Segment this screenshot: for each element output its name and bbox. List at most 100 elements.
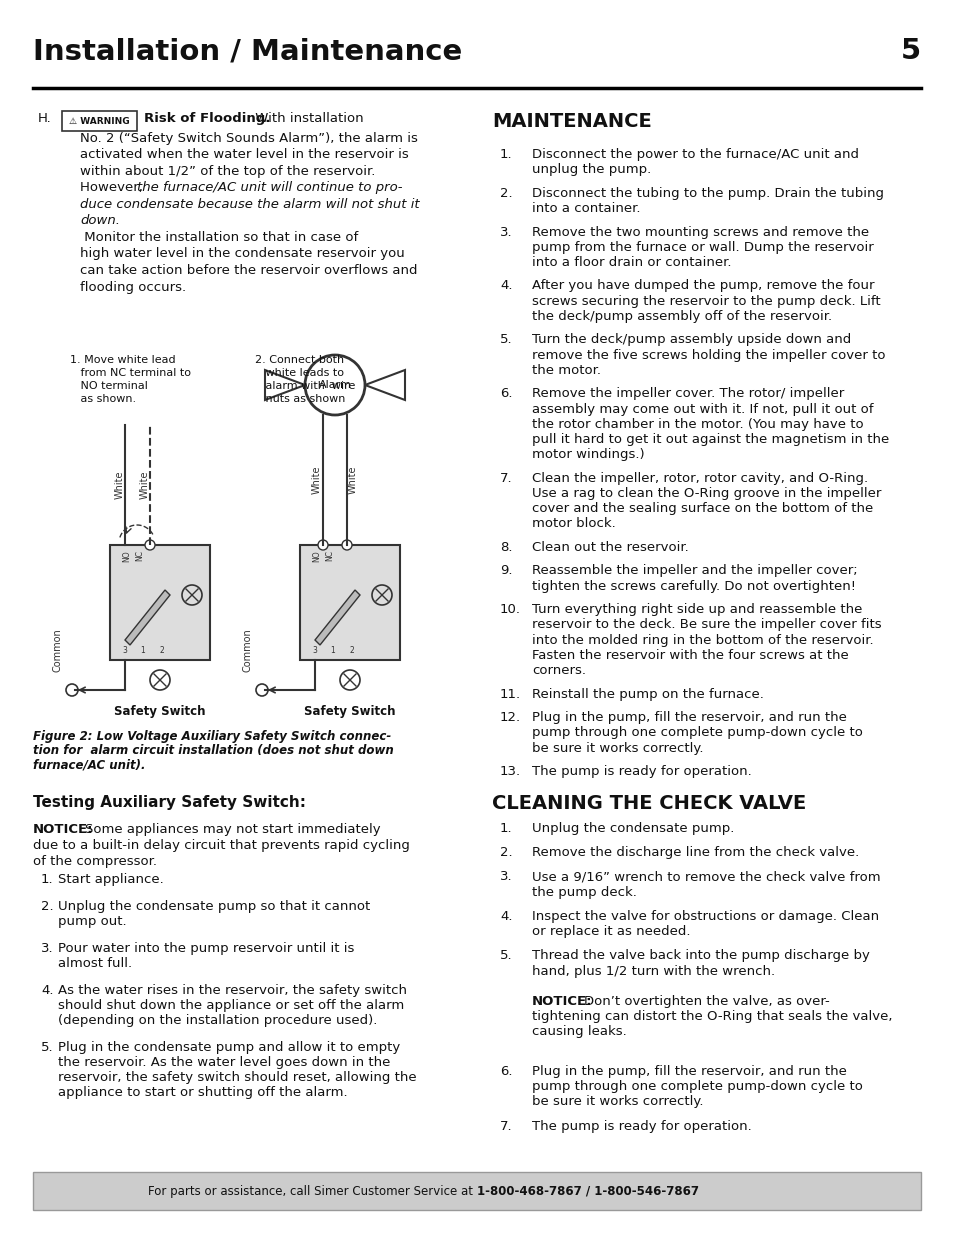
- Text: H.: H.: [38, 112, 51, 125]
- Text: 5.: 5.: [499, 950, 512, 962]
- Text: 8.: 8.: [499, 541, 512, 555]
- Text: Use a 9/16” wrench to remove the check valve from: Use a 9/16” wrench to remove the check v…: [532, 871, 880, 883]
- Text: Alarm: Alarm: [318, 380, 351, 390]
- Text: alarm with  wire: alarm with wire: [254, 382, 355, 391]
- Text: ⚠ WARNING: ⚠ WARNING: [70, 116, 130, 126]
- Text: 1.: 1.: [499, 821, 512, 835]
- Text: No. 2 (“Safety Switch Sounds Alarm”), the alarm is: No. 2 (“Safety Switch Sounds Alarm”), th…: [80, 132, 417, 144]
- Text: Disconnect the tubing to the pump. Drain the tubing: Disconnect the tubing to the pump. Drain…: [532, 186, 883, 200]
- Text: Plug in the pump, fill the reservoir, and run the: Plug in the pump, fill the reservoir, an…: [532, 1065, 846, 1078]
- Text: NC: NC: [135, 550, 144, 561]
- Text: 9.: 9.: [499, 564, 512, 578]
- Text: as shown.: as shown.: [70, 394, 136, 404]
- Text: pull it hard to get it out against the magnetism in the: pull it hard to get it out against the m…: [532, 433, 888, 446]
- Text: Remove the discharge line from the check valve.: Remove the discharge line from the check…: [532, 846, 859, 860]
- Text: With installation: With installation: [251, 112, 363, 125]
- Text: 4.: 4.: [499, 279, 512, 293]
- Text: Turn everything right side up and reassemble the: Turn everything right side up and reasse…: [532, 603, 862, 616]
- Text: nuts as shown: nuts as shown: [254, 394, 345, 404]
- Text: 1.: 1.: [499, 148, 512, 161]
- Text: 2: 2: [350, 646, 355, 655]
- Text: 5.: 5.: [499, 333, 512, 347]
- Circle shape: [150, 671, 170, 690]
- Text: white leads to: white leads to: [254, 368, 344, 378]
- Text: 7.: 7.: [499, 1120, 512, 1132]
- Text: 3.: 3.: [499, 226, 512, 238]
- Text: The pump is ready for operation.: The pump is ready for operation.: [532, 1120, 751, 1132]
- Text: motor block.: motor block.: [532, 517, 615, 530]
- Text: pump out.: pump out.: [58, 915, 127, 927]
- Text: pump through one complete pump-down cycle to: pump through one complete pump-down cycl…: [532, 726, 862, 740]
- Text: 1: 1: [140, 646, 145, 655]
- Text: 1.: 1.: [41, 873, 53, 885]
- Text: activated when the water level in the reservoir is: activated when the water level in the re…: [80, 148, 408, 162]
- Text: 2.: 2.: [41, 900, 53, 913]
- Text: reservoir to the deck. Be sure the impeller cover fits: reservoir to the deck. Be sure the impel…: [532, 619, 881, 631]
- Text: pump from the furnace or wall. Dump the reservoir: pump from the furnace or wall. Dump the …: [532, 241, 873, 253]
- Circle shape: [339, 671, 359, 690]
- Text: Testing Auxiliary Safety Switch:: Testing Auxiliary Safety Switch:: [33, 795, 306, 810]
- Text: 2.: 2.: [499, 846, 512, 860]
- Text: 1. Move white lead: 1. Move white lead: [70, 354, 175, 366]
- Text: hand, plus 1/2 turn with the wrench.: hand, plus 1/2 turn with the wrench.: [532, 965, 774, 978]
- Text: Don’t overtighten the valve, as over-: Don’t overtighten the valve, as over-: [583, 995, 829, 1008]
- Text: Remove the two mounting screws and remove the: Remove the two mounting screws and remov…: [532, 226, 868, 238]
- Text: 5.: 5.: [41, 1041, 53, 1053]
- Text: flooding occurs.: flooding occurs.: [80, 280, 186, 294]
- Text: down.: down.: [80, 215, 120, 227]
- Text: NC: NC: [325, 550, 334, 561]
- Text: Disconnect the power to the furnace/AC unit and: Disconnect the power to the furnace/AC u…: [532, 148, 858, 161]
- Text: 4.: 4.: [41, 984, 53, 997]
- Text: Safety Switch: Safety Switch: [304, 705, 395, 718]
- Text: Safety Switch: Safety Switch: [114, 705, 206, 718]
- Text: Installation / Maintenance: Installation / Maintenance: [33, 37, 462, 65]
- Text: unplug the pump.: unplug the pump.: [532, 163, 651, 177]
- Circle shape: [145, 540, 154, 550]
- Text: NO terminal: NO terminal: [70, 382, 148, 391]
- Text: appliance to start or shutting off the alarm.: appliance to start or shutting off the a…: [58, 1086, 347, 1099]
- Text: duce condensate because the alarm will not shut it: duce condensate because the alarm will n…: [80, 198, 419, 211]
- Text: NO: NO: [122, 550, 131, 562]
- Text: furnace/AC unit).: furnace/AC unit).: [33, 758, 146, 771]
- Text: Risk of Flooding.: Risk of Flooding.: [144, 112, 270, 125]
- FancyBboxPatch shape: [62, 111, 137, 131]
- Text: White: White: [115, 471, 125, 499]
- Text: due to a built-in delay circuit that prevents rapid cycling: due to a built-in delay circuit that pre…: [33, 839, 410, 852]
- Bar: [33, 1172, 920, 1210]
- Text: almost full.: almost full.: [58, 957, 132, 969]
- Text: Thread the valve back into the pump discharge by: Thread the valve back into the pump disc…: [532, 950, 869, 962]
- Text: should shut down the appliance or set off the alarm: should shut down the appliance or set of…: [58, 999, 404, 1011]
- Text: of the compressor.: of the compressor.: [33, 855, 157, 868]
- Circle shape: [182, 585, 202, 605]
- Text: reservoir, the safety switch should reset, allowing the: reservoir, the safety switch should rese…: [58, 1071, 416, 1084]
- Text: remove the five screws holding the impeller cover to: remove the five screws holding the impel…: [532, 348, 884, 362]
- Text: cover and the sealing surface on the bottom of the: cover and the sealing surface on the bot…: [532, 503, 872, 515]
- Text: MAINTENANCE: MAINTENANCE: [492, 112, 651, 131]
- Text: the deck/pump assembly off of the reservoir.: the deck/pump assembly off of the reserv…: [532, 310, 831, 322]
- Text: tightening can distort the O-Ring that seals the valve,: tightening can distort the O-Ring that s…: [532, 1010, 892, 1023]
- Text: Reinstall the pump on the furnace.: Reinstall the pump on the furnace.: [532, 688, 763, 700]
- Text: NOTICE:: NOTICE:: [33, 823, 93, 836]
- Text: Figure 2: Low Voltage Auxiliary Safety Switch connec-: Figure 2: Low Voltage Auxiliary Safety S…: [33, 730, 391, 743]
- Text: Use a rag to clean the O-Ring groove in the impeller: Use a rag to clean the O-Ring groove in …: [532, 487, 881, 500]
- Text: White: White: [348, 466, 357, 494]
- Text: the pump deck.: the pump deck.: [532, 885, 637, 899]
- Text: 2: 2: [160, 646, 165, 655]
- Text: the rotor chamber in the motor. (You may have to: the rotor chamber in the motor. (You may…: [532, 417, 862, 431]
- Text: from NC terminal to: from NC terminal to: [70, 368, 191, 378]
- Text: tion for  alarm circuit installation (does not shut down: tion for alarm circuit installation (doe…: [33, 743, 394, 757]
- Text: 10.: 10.: [499, 603, 520, 616]
- Circle shape: [372, 585, 392, 605]
- Text: can take action before the reservoir overflows and: can take action before the reservoir ove…: [80, 264, 417, 277]
- Text: 7.: 7.: [499, 472, 512, 485]
- Text: high water level in the condensate reservoir you: high water level in the condensate reser…: [80, 247, 404, 261]
- Text: motor windings.): motor windings.): [532, 448, 644, 461]
- Bar: [299, 545, 399, 659]
- Text: the furnace/AC unit will continue to pro-: the furnace/AC unit will continue to pro…: [137, 182, 402, 194]
- Text: 12.: 12.: [499, 711, 520, 724]
- Text: White: White: [140, 471, 150, 499]
- Text: Some appliances may not start immediately: Some appliances may not start immediatel…: [85, 823, 380, 836]
- Text: pump through one complete pump-down cycle to: pump through one complete pump-down cycl…: [532, 1081, 862, 1093]
- Text: Common: Common: [53, 629, 63, 672]
- Text: Monitor the installation so that in case of: Monitor the installation so that in case…: [80, 231, 358, 245]
